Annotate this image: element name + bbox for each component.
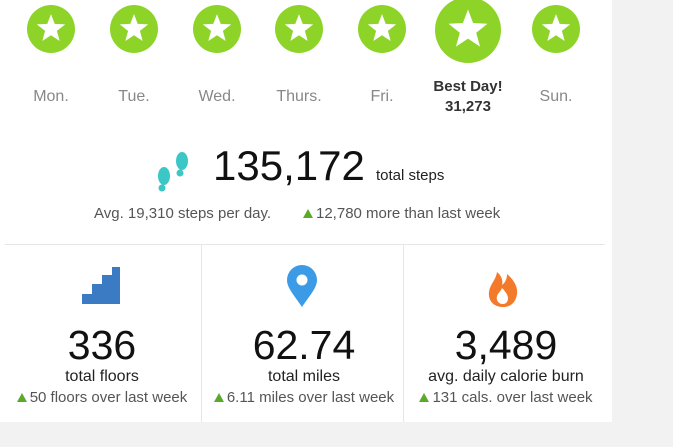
card-label: total miles bbox=[267, 368, 341, 385]
up-arrow bbox=[213, 393, 224, 402]
stairs-icon bbox=[82, 267, 120, 304]
day-badge bbox=[27, 5, 75, 53]
card-value: 3,489 bbox=[454, 322, 558, 368]
day-label: Tue. bbox=[118, 88, 150, 105]
day-badge bbox=[275, 5, 323, 53]
badge-star bbox=[448, 9, 488, 47]
stat-card: 62.74 total miles 6.11 miles over last wee… bbox=[204, 244, 404, 422]
card-value: 62.74 bbox=[252, 322, 356, 368]
footprints-icon bbox=[158, 152, 188, 192]
day-badge bbox=[110, 5, 158, 53]
badge-star bbox=[284, 14, 314, 41]
card-label: avg. daily calorie burn bbox=[428, 368, 584, 385]
badge-star bbox=[367, 14, 397, 41]
day-badge bbox=[532, 5, 580, 53]
stat-card: 336 total floors 50 floors over last week bbox=[2, 244, 202, 422]
total-steps: 135,172 bbox=[213, 142, 365, 189]
card-change-text: 50 floors over last week bbox=[29, 389, 188, 406]
best-day-steps: 31,273 bbox=[445, 98, 491, 115]
card-change-text: 131 cals. over last week bbox=[432, 389, 593, 406]
divider bbox=[201, 245, 202, 422]
badge-star bbox=[119, 14, 149, 41]
day-badge bbox=[193, 5, 241, 53]
best-day-label: Best Day! bbox=[433, 78, 503, 95]
badge-star bbox=[541, 14, 571, 41]
day-label: Fri. bbox=[370, 88, 394, 105]
card-change: 6.11 miles over last week bbox=[204, 389, 404, 406]
day-label: Sun. bbox=[539, 88, 573, 105]
up-arrow bbox=[303, 209, 313, 218]
up-arrow bbox=[16, 393, 27, 402]
steps-change-row: 12,780 more than last week bbox=[303, 205, 500, 222]
day-badge bbox=[435, 0, 501, 63]
badge-star bbox=[36, 14, 66, 41]
day-label: Mon. bbox=[33, 88, 69, 105]
up-arrow bbox=[419, 393, 430, 402]
day-label: Thurs. bbox=[276, 88, 322, 105]
pin-icon bbox=[287, 265, 317, 307]
steps-change: 12,780 more than last week bbox=[316, 205, 501, 222]
day-label: Wed. bbox=[198, 88, 236, 105]
badge-star bbox=[202, 14, 232, 41]
steps-average: Avg. 19,310 steps per day. bbox=[94, 205, 272, 222]
stat-card: 3,489 avg. daily calorie burn 131 cals. ov… bbox=[406, 244, 606, 422]
day-badge bbox=[358, 5, 406, 53]
steps-unit: total steps bbox=[376, 167, 445, 184]
divider bbox=[5, 244, 605, 245]
card-change-text: 6.11 miles over last week bbox=[226, 389, 395, 406]
flame-icon bbox=[488, 272, 518, 307]
card-change: 131 cals. over last week bbox=[406, 389, 606, 406]
divider bbox=[403, 245, 404, 422]
card-change: 50 floors over last week bbox=[2, 389, 202, 406]
summary-panel: Mon. Tue. Wed. Thurs. Fri. Best Day! 31,273 Sun… bbox=[0, 0, 612, 422]
card-value: 336 bbox=[67, 322, 137, 368]
card-label: total floors bbox=[65, 368, 139, 385]
